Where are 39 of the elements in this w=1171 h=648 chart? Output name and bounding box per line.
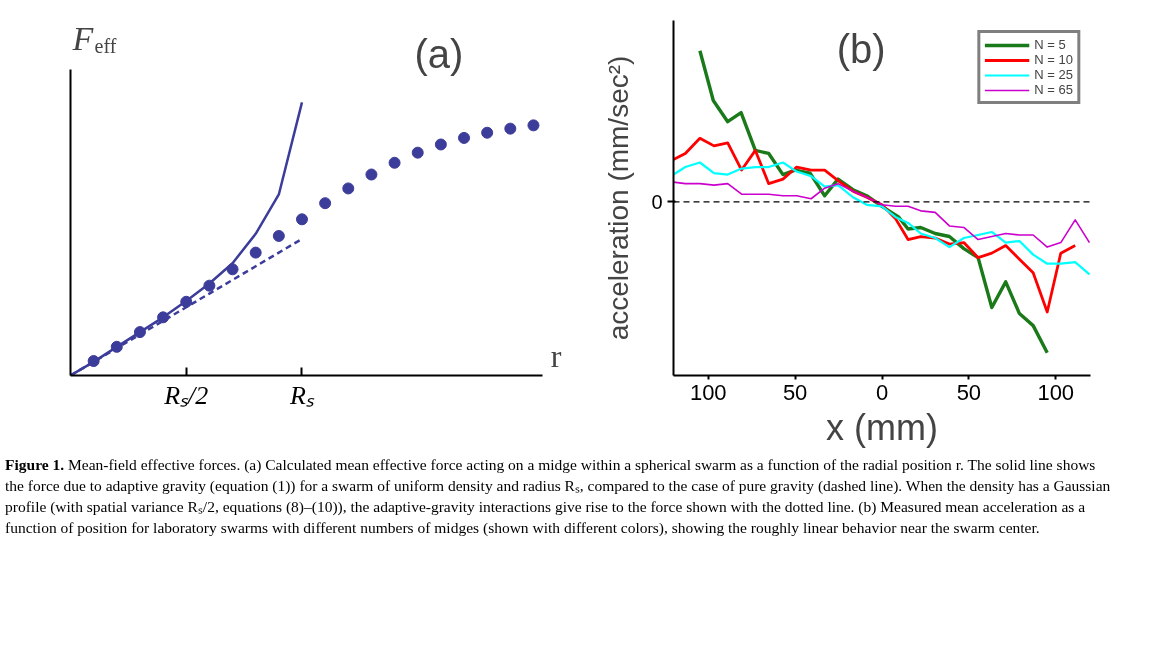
y-axis-title: Feff xyxy=(71,19,117,57)
chart-title: (a) xyxy=(414,31,464,76)
legend-label: N = 5 xyxy=(1034,37,1066,52)
point xyxy=(365,168,378,181)
point xyxy=(388,156,401,169)
point xyxy=(110,340,123,353)
point xyxy=(319,197,332,210)
caption: Figure 1. Mean-field effective forces. (a) Calculated mean effective force acting on a midge within a spherical swarm as a function of the radial position r. The solid line shows the force due to adaptive gravity (equation (1)) for a swarm of uniform density and radius Rₛ, compared to the case of pure gravity (dashed line). When the density has a Gaussian profile (with spatial variance Rₛ/2, equations (8)–(10)), the adaptive-gravity interactions give rise to the force shown with the dotted line. (b) Measured mean acceleration as a function of position for laboratory swarms with different numbers of midges (shown with different colors), showing the roughly linear behavior near the swarm center. xyxy=(5,455,1112,538)
x-tick-label: 100 xyxy=(689,379,727,405)
ref-line-label: 0 xyxy=(651,190,663,213)
point xyxy=(434,138,447,151)
x-tick-label: 0 xyxy=(875,379,889,405)
x-tick-label: Rₛ xyxy=(289,380,315,410)
point xyxy=(157,311,170,324)
point xyxy=(226,263,239,276)
chart-title: (b) xyxy=(836,26,886,71)
x-tick-label: 100 xyxy=(1037,379,1075,405)
y-axis-title: acceleration (mm/sec²) xyxy=(603,55,635,341)
point xyxy=(203,279,216,292)
point xyxy=(87,355,100,368)
point xyxy=(249,246,262,259)
legend-label: N = 25 xyxy=(1034,67,1073,82)
point xyxy=(133,326,146,339)
legend-label: N = 10 xyxy=(1034,52,1073,67)
point xyxy=(272,229,285,242)
x-axis-title: r xyxy=(550,337,562,374)
x-tick-label: 50 xyxy=(956,379,982,405)
point xyxy=(527,119,540,132)
legend-label: N = 65 xyxy=(1034,82,1073,97)
point xyxy=(342,182,355,195)
x-tick-label: 50 xyxy=(782,379,808,405)
x-axis-title: x (mm) xyxy=(826,406,938,448)
point xyxy=(458,131,471,144)
point xyxy=(180,295,193,308)
x-tick-label: Rₛ/2 xyxy=(163,380,209,410)
point xyxy=(481,126,494,139)
point xyxy=(295,213,308,226)
point xyxy=(411,146,424,159)
point xyxy=(504,122,517,135)
